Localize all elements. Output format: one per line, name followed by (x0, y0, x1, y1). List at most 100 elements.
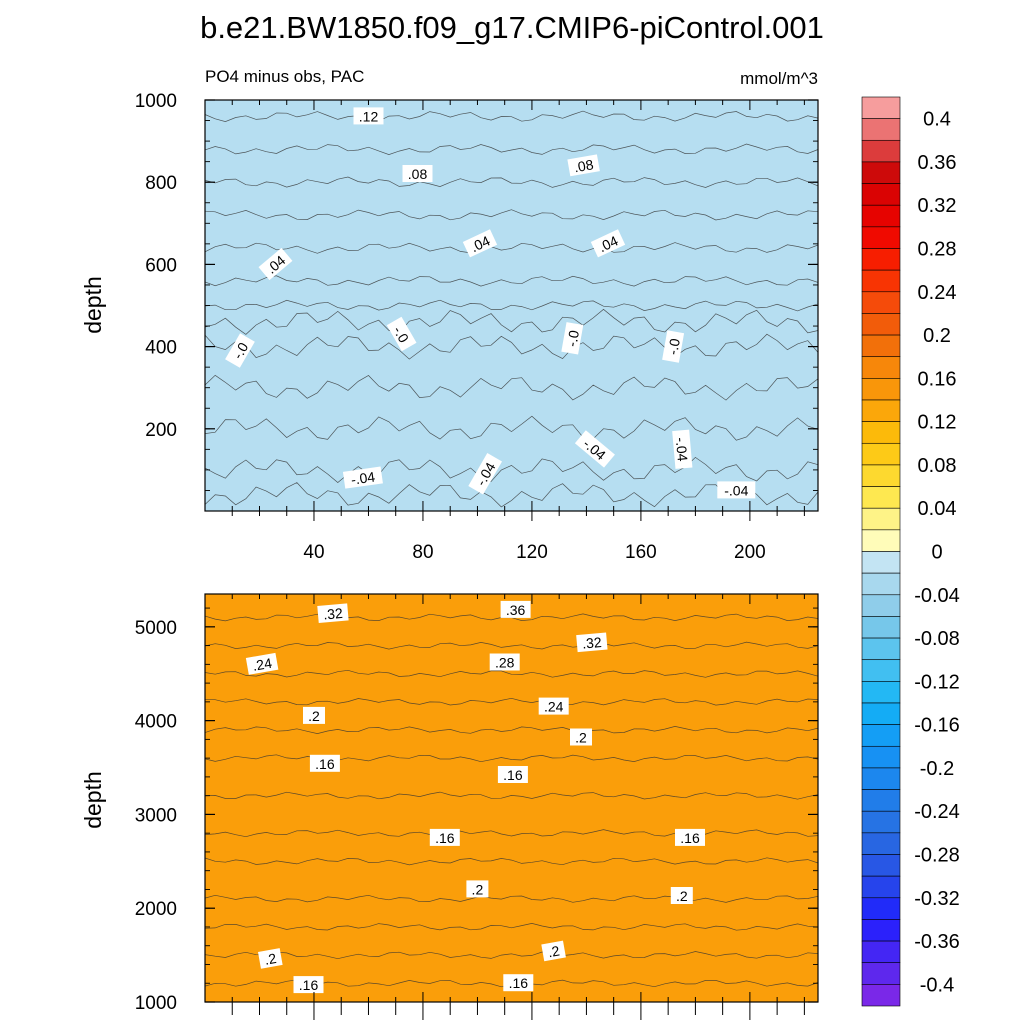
x-tick-label: 200 (734, 542, 766, 563)
contour-label-text: .32 (582, 634, 603, 652)
contour-label-text: -.0 (664, 337, 683, 356)
colorbar-swatch (861, 378, 901, 401)
contour-label: .08 (402, 165, 433, 182)
contour-line (204, 669, 819, 678)
colorbar-tick-label: -0.12 (914, 671, 960, 693)
contour-label-text: -.0 (229, 339, 251, 361)
contour-label: .12 (353, 107, 384, 125)
contour-label: .16 (503, 974, 534, 992)
colorbar-swatch (861, 204, 901, 228)
contour-label: .24 (245, 652, 279, 675)
contour-line (204, 923, 819, 931)
colorbar-swatch (861, 724, 901, 747)
colorbar-swatch (861, 334, 901, 358)
colorbar-swatch (861, 962, 901, 985)
colorbar-swatch (861, 854, 901, 877)
contour-label-text: .36 (506, 602, 526, 618)
y-tick-label: 1000 (135, 993, 177, 1014)
colorbar-tick-label: -0.24 (914, 801, 960, 823)
colorbar-swatch (861, 832, 901, 855)
colorbar-swatch (861, 442, 901, 466)
contour-line (204, 110, 819, 122)
contour-label-text: -.04 (350, 468, 376, 487)
contour-label: .24 (538, 697, 569, 715)
contour-label-text: .08 (408, 166, 428, 182)
colorbar-swatch (861, 572, 901, 596)
contour-line (204, 333, 819, 360)
y-tick-label: 5000 (135, 618, 177, 639)
colorbar-tick-label: -0.08 (914, 628, 960, 650)
contour-line (204, 143, 819, 155)
contour-line (204, 456, 819, 483)
contour-line (204, 299, 819, 312)
contour-line (204, 829, 819, 838)
contour-label: .2 (303, 706, 325, 724)
contour-label-text: .2 (472, 881, 484, 897)
contour-label-text: .16 (435, 830, 455, 846)
lower-depth-panel: .16 .16 .2 .2 .2 .2 .16 .16 .16 .16 .2 .2 .24 .24 .28.… (135, 593, 819, 1020)
y-tick-label: 600 (145, 255, 177, 276)
colorbar-tick-label: 0.4 (923, 109, 951, 131)
figure-title: b.e21.BW1850.f09_g17.CMIP6-piControl.001 (200, 10, 824, 45)
colorbar-tick-label: 0.36 (918, 152, 957, 174)
contour-label-text: -.04 (724, 482, 748, 498)
contour-label: .16 (675, 828, 705, 846)
contour-label: .2 (670, 887, 693, 904)
colorbar-tick-label: 0 (931, 542, 942, 564)
contour-label-text: .28 (495, 655, 515, 671)
colorbar-tick-label: 0.08 (918, 455, 957, 477)
colorbar-swatch (861, 507, 901, 531)
colorbar-swatch (861, 291, 901, 314)
colorbar-swatch (861, 551, 901, 574)
colorbar-swatch (861, 897, 901, 920)
contour-label: .04 (590, 229, 626, 258)
contour-label: .32 (317, 603, 349, 623)
contour-line (204, 209, 819, 221)
panel-frame (204, 593, 819, 1003)
colorbar-swatch (861, 464, 901, 487)
contour-label-text: .04 (468, 232, 493, 255)
y-tick-label: 2000 (135, 899, 177, 920)
contour-label-text: .24 (251, 655, 273, 674)
contour-line (204, 951, 819, 960)
contour-label: .32 (576, 632, 608, 653)
contour-line (204, 415, 819, 441)
contour-label-text: .08 (573, 156, 595, 175)
y-tick-label: 4000 (135, 712, 177, 733)
contour-line (204, 726, 819, 734)
lower-y-axis-label: depth (80, 771, 106, 829)
contour-label-text: .16 (503, 767, 523, 783)
colorbar-tick-label: 0.28 (918, 239, 957, 261)
contour-label-text: .16 (299, 977, 319, 993)
colorbar-swatch (861, 659, 901, 682)
colorbar-tick-label: 0.32 (918, 195, 957, 217)
contour-label: -.04 (672, 429, 693, 469)
contour-label: .28 (489, 653, 520, 671)
contour-line (204, 275, 819, 287)
contour-label: .36 (500, 600, 531, 618)
contour-line (204, 641, 819, 650)
colorbar-swatch (861, 118, 901, 141)
upper-panel-subtitle: PO4 minus obs, PAC (205, 67, 364, 86)
y-tick-label: 1000 (135, 91, 177, 112)
y-tick-label: 3000 (135, 805, 177, 826)
contour-label-text: .12 (359, 108, 379, 124)
contour-line (204, 374, 819, 401)
y-tick-label: 800 (145, 173, 177, 194)
colorbar-swatch (861, 269, 901, 293)
contour-label: -.0 (662, 330, 685, 363)
contour-label-text: .2 (547, 942, 561, 960)
contour-line (204, 697, 819, 706)
contour-label: .08 (567, 154, 600, 177)
colorbar-swatch (861, 313, 901, 336)
colorbar-swatch (861, 789, 901, 812)
x-tick-label: 80 (412, 542, 433, 563)
colorbar-swatch (861, 399, 901, 422)
contour-label: -.0 (225, 333, 255, 368)
colorbar-swatch (861, 421, 901, 444)
colorbar-swatch (861, 919, 901, 942)
contour-line (204, 857, 819, 866)
contour-label: .16 (429, 828, 460, 846)
contour-label: .2 (258, 948, 283, 969)
